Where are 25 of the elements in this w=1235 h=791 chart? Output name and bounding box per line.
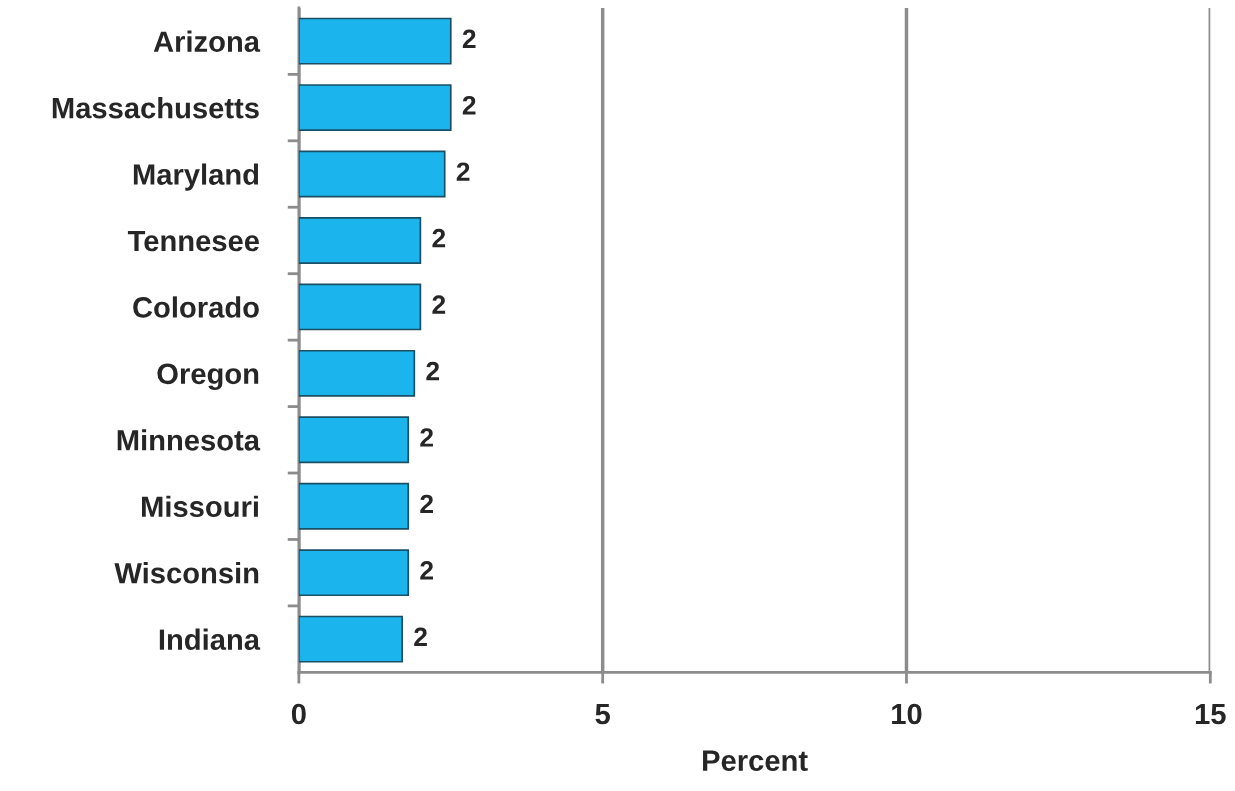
data-label: 2 (462, 29, 476, 48)
data-label: 2 (456, 162, 470, 181)
data-label: 2 (414, 627, 427, 646)
y-tick-label: Colorado (133, 296, 259, 318)
x-tick-label: 5 (595, 703, 610, 725)
y-tick-label: Maryland (133, 163, 259, 191)
x-axis-title: Percent (703, 750, 808, 771)
data-label: 2 (462, 95, 476, 115)
y-tick-label: Missouri (142, 495, 258, 518)
data-label: 2 (420, 494, 433, 514)
y-tick-label: Wisconsin (114, 562, 259, 584)
data-label: 2 (420, 561, 433, 580)
y-tick-label: Arizona (153, 30, 261, 52)
y-tick-label: Tennesee (127, 230, 259, 252)
data-label: 2 (420, 428, 433, 447)
y-tick-label: Minnesota (117, 429, 261, 451)
y-tick-label: Indiana (159, 628, 261, 650)
data-label: 2 (432, 228, 446, 248)
y-tick-label: Massachusetts (52, 97, 259, 119)
x-tick-label: 15 (1195, 703, 1226, 725)
data-label: 2 (426, 361, 440, 381)
x-tick-label: 10 (892, 703, 922, 725)
data-label: 2 (432, 295, 446, 314)
y-tick-label: Oregon (157, 363, 259, 391)
x-tick-label: 0 (291, 703, 306, 725)
